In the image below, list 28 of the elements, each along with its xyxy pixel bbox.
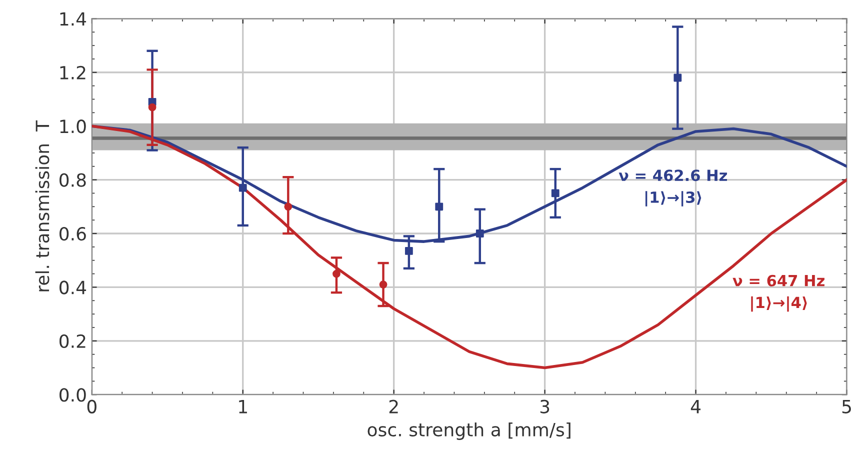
- point: [332, 270, 340, 278]
- series-label: ν = 647 Hz |1⟩→|4⟩: [732, 274, 824, 312]
- point: [435, 202, 444, 211]
- y-tick-label: 0.6: [60, 226, 86, 241]
- point: [404, 247, 413, 255]
- x-tick-label: 4: [690, 400, 701, 414]
- y-axis-title: rel. transmission T: [35, 120, 50, 292]
- y-tick-label: 1.2: [60, 66, 86, 80]
- point: [238, 184, 247, 192]
- x-tick-label: 3: [540, 400, 550, 414]
- x-tick-label: 0: [87, 400, 96, 414]
- y-tick-label: 0.2: [60, 334, 86, 348]
- point: [551, 189, 560, 198]
- point: [148, 103, 156, 112]
- x-tick-label: 2: [389, 400, 398, 414]
- point: [284, 202, 292, 211]
- x-axis-title: osc. strength a [mm/s]: [368, 422, 570, 440]
- y-tick-label: 1.4: [60, 12, 86, 26]
- x-tick-label: 1: [239, 400, 247, 414]
- y-tick-label: 1.0: [60, 120, 86, 134]
- point: [379, 280, 388, 288]
- y-tick-label: 0.8: [60, 173, 86, 187]
- y-tick-label: 0.0: [60, 388, 86, 402]
- x-tick-label: 5: [842, 400, 851, 414]
- y-tick-label: 0.4: [60, 280, 86, 294]
- point: [476, 230, 484, 238]
- point: [674, 74, 682, 82]
- series-label: ν = 462.6 Hz |1⟩→|3⟩: [618, 170, 727, 206]
